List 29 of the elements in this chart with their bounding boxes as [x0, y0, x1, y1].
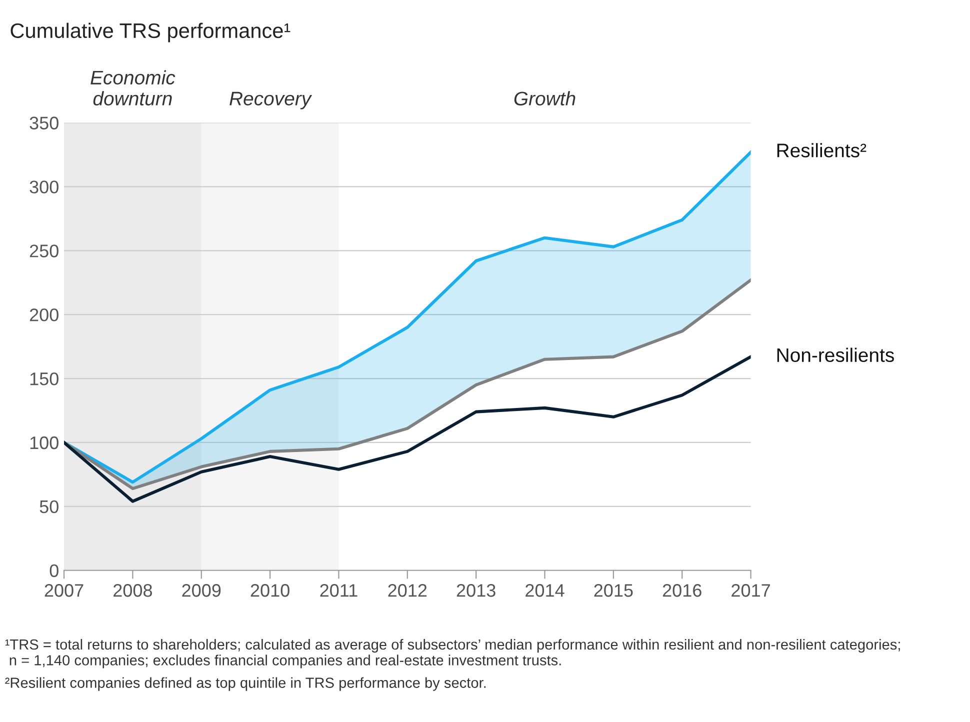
- y-tick-label: 50: [40, 500, 58, 514]
- y-tick-label: 150: [30, 372, 58, 386]
- line-series: [64, 278, 751, 490]
- y-tick-label: 300: [30, 180, 58, 194]
- y-tick-label: 200: [30, 308, 58, 322]
- x-tick-label: 2011: [320, 584, 358, 597]
- series-label: Non-resilients: [777, 348, 894, 362]
- x-tick-label: 2008: [114, 584, 152, 597]
- series-label: Resilients²: [777, 143, 866, 158]
- text: ¹TRS = total returns to shareholders; calculated as average of subsectors’ median performance within resilient and non-resilient categories; n = 1,140 companies; excludes financial companies and real-estate investment trusts.: [5, 638, 900, 668]
- line-series: [64, 355, 751, 503]
- y-tick-label: 0: [50, 564, 58, 578]
- x-tick-label: 2015: [594, 584, 633, 597]
- x-tick-label: 2012: [388, 584, 427, 597]
- x-tick-label: 2013: [456, 584, 496, 597]
- x-tick-label: 2010: [250, 584, 290, 597]
- x-tick-label: 2009: [182, 584, 221, 597]
- y-tick-label: 100: [30, 436, 58, 450]
- y-tick-label: 250: [30, 244, 58, 258]
- band-label: Economic downturn: [90, 70, 176, 106]
- x-tick-label: 2014: [526, 584, 564, 597]
- x-tick-label: 2017: [732, 584, 770, 597]
- chart-title: Cumulative TRS performance¹: [10, 22, 290, 42]
- x-tick-label: 2007: [44, 584, 84, 597]
- y-tick-label: 350: [30, 116, 58, 130]
- text: ²Resilient companies defined as top quintile in TRS performance by sector.: [5, 677, 486, 691]
- band-label: Recovery: [230, 92, 312, 110]
- text: Growth: [514, 91, 576, 106]
- x-tick-label: 2016: [662, 584, 702, 597]
